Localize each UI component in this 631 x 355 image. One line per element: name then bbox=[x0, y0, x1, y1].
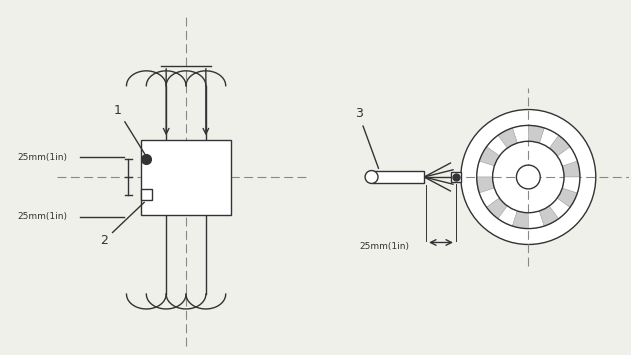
Wedge shape bbox=[512, 211, 528, 229]
Bar bbox=[372, 170, 424, 184]
Circle shape bbox=[516, 165, 540, 189]
Wedge shape bbox=[540, 206, 558, 226]
Text: 25mm(1in): 25mm(1in) bbox=[17, 153, 68, 162]
Wedge shape bbox=[480, 147, 499, 166]
Text: 2: 2 bbox=[100, 202, 144, 247]
Text: 25mm(1in): 25mm(1in) bbox=[17, 212, 68, 221]
Wedge shape bbox=[528, 211, 545, 229]
Bar bbox=[141, 140, 231, 215]
Text: 3: 3 bbox=[355, 108, 379, 168]
Wedge shape bbox=[557, 147, 577, 166]
Text: 1: 1 bbox=[114, 104, 146, 156]
Wedge shape bbox=[487, 135, 507, 156]
Circle shape bbox=[461, 110, 596, 245]
Wedge shape bbox=[477, 177, 494, 193]
Wedge shape bbox=[528, 125, 545, 143]
Wedge shape bbox=[512, 125, 528, 143]
Wedge shape bbox=[498, 206, 517, 226]
Wedge shape bbox=[557, 188, 577, 207]
Wedge shape bbox=[487, 198, 507, 219]
Bar bbox=[451, 172, 461, 182]
Bar bbox=[141, 190, 152, 200]
Wedge shape bbox=[540, 128, 558, 148]
Wedge shape bbox=[498, 128, 517, 148]
Text: 25mm(1in): 25mm(1in) bbox=[360, 242, 410, 251]
Circle shape bbox=[365, 170, 378, 184]
Wedge shape bbox=[477, 161, 494, 177]
Wedge shape bbox=[550, 198, 570, 219]
Wedge shape bbox=[562, 161, 580, 177]
Wedge shape bbox=[550, 135, 570, 156]
Wedge shape bbox=[562, 177, 580, 193]
Wedge shape bbox=[480, 188, 499, 207]
